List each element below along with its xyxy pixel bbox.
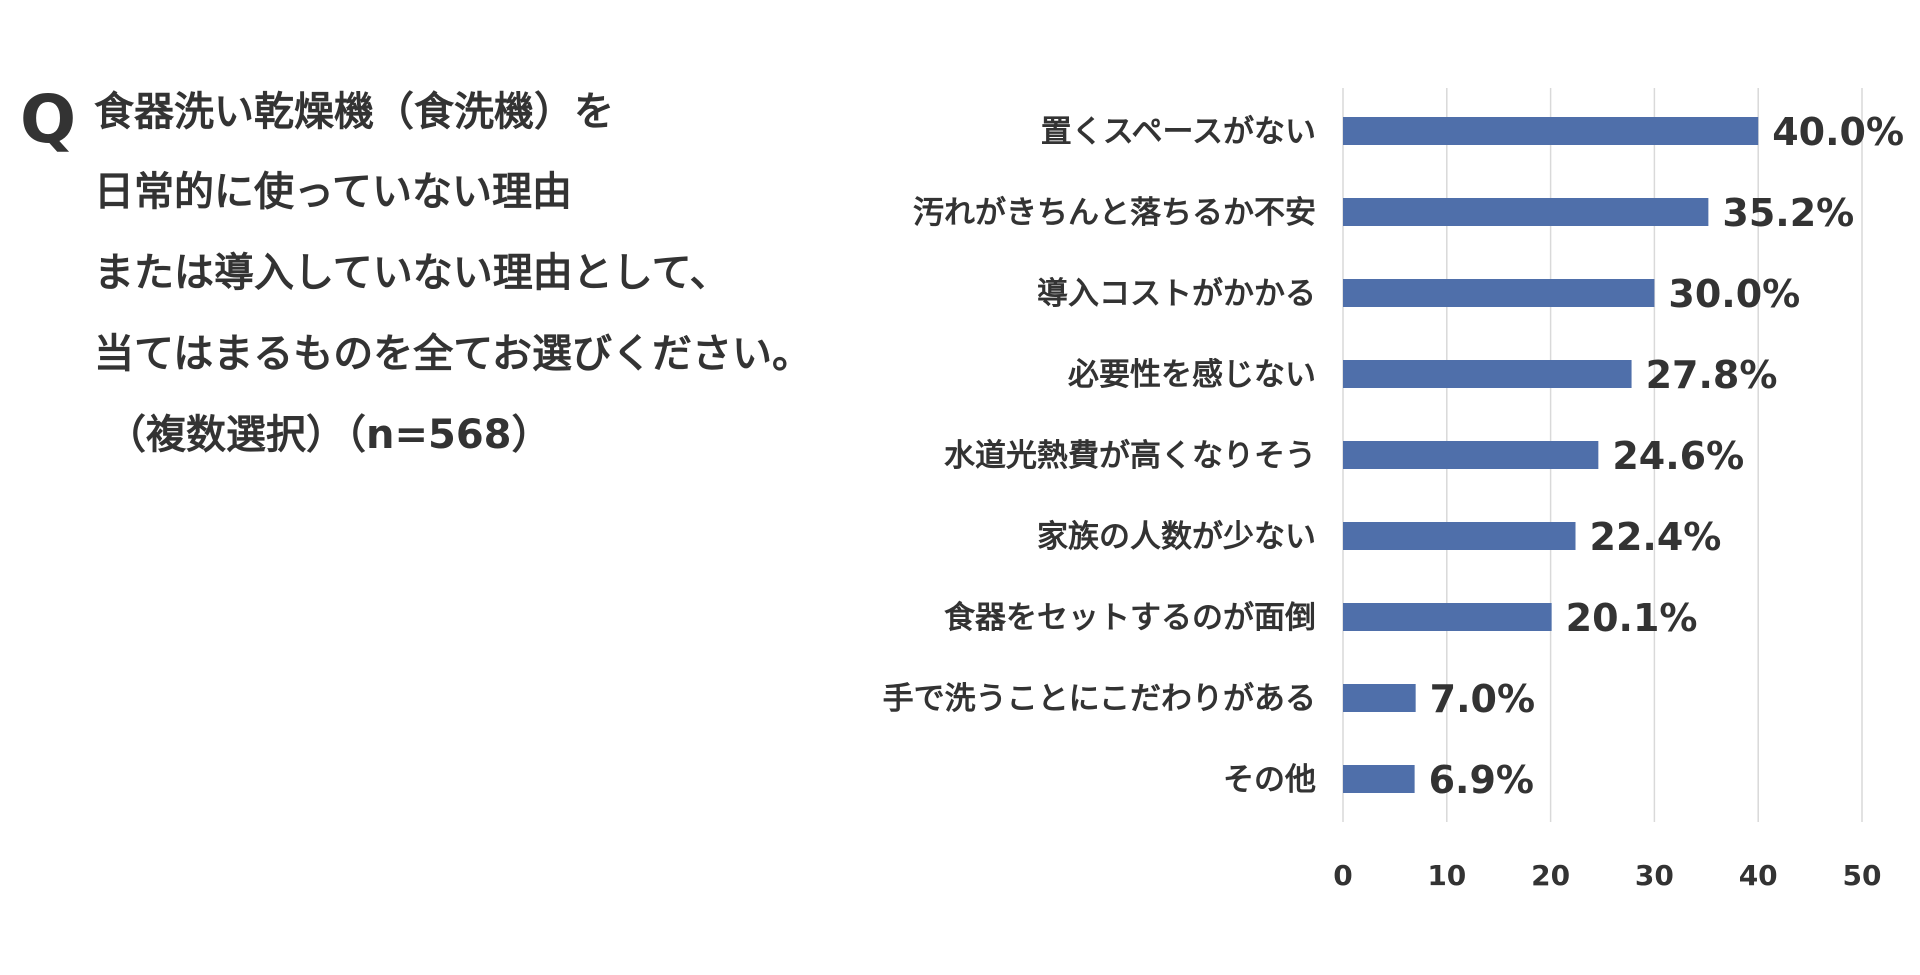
data-label: 30.0% [1668,272,1800,316]
data-label: 6.9% [1429,758,1534,802]
data-label: 20.1% [1566,596,1698,640]
data-label: 24.6% [1612,434,1744,478]
question-line: （複数選択）（n=568） [106,412,552,458]
x-tick-label: 0 [1333,859,1352,892]
question-line: または導入していない理由として、 [94,250,730,296]
category-label: 食器をセットするのが面倒 [944,600,1316,636]
data-label: 40.0% [1772,110,1904,154]
data-label: 22.4% [1590,515,1722,559]
bar [1343,279,1655,307]
category-label: 導入コストがかかる [1037,276,1316,312]
data-label: 35.2% [1722,191,1854,235]
category-label: 手で洗うことにこだわりがある [883,681,1316,717]
x-tick-label: 40 [1739,859,1778,892]
category-label: 必要性を感じない [1068,357,1316,393]
x-tick-label: 20 [1531,859,1570,892]
bar [1343,603,1552,631]
question-line: 当てはまるものを全てお選びください。 [94,331,812,377]
question-mark: Q [20,81,77,158]
data-label: 27.8% [1646,353,1778,397]
category-label: その他 [1223,762,1316,798]
bar [1343,360,1632,388]
bar [1343,117,1759,145]
x-tick-label: 50 [1843,859,1882,892]
x-tick-label: 10 [1427,859,1466,892]
question-line: 日常的に使っていない理由 [94,169,572,215]
bar [1343,684,1416,712]
category-label: 汚れがきちんと落ちるか不安 [913,195,1316,231]
category-label: 水道光熱費が高くなりそう [944,438,1316,474]
category-label: 置くスペースがない [1041,114,1316,150]
bar [1343,765,1415,793]
bar [1343,198,1709,226]
bar [1343,441,1599,469]
data-label: 7.0% [1430,677,1535,721]
bar [1343,522,1576,550]
x-tick-label: 30 [1635,859,1674,892]
category-label: 家族の人数が少ない [1037,519,1316,555]
question-line: 食器洗い乾燥機（食洗機）を [94,89,614,135]
